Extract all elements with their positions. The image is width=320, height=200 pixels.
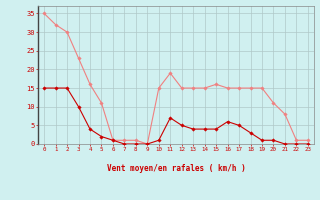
X-axis label: Vent moyen/en rafales ( km/h ): Vent moyen/en rafales ( km/h ): [107, 164, 245, 173]
